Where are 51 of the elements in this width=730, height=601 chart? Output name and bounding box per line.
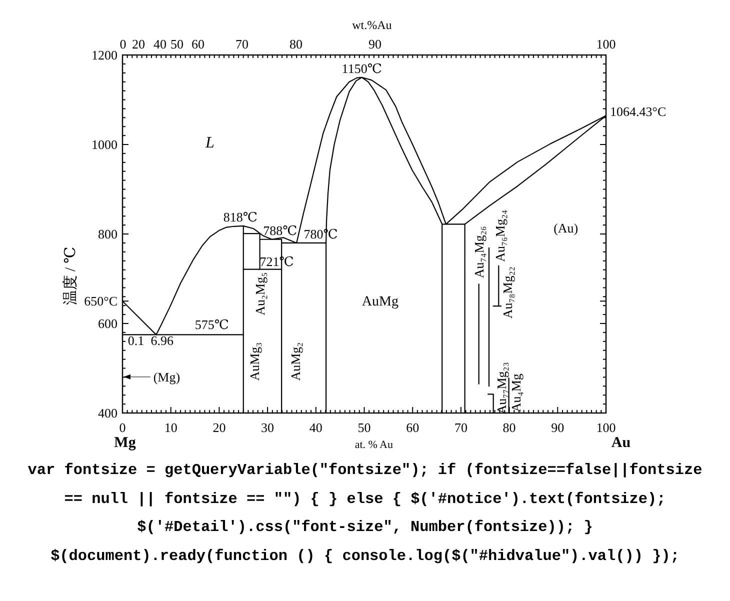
text: Mg: [114, 435, 136, 451]
annotation: AuMg₂: [288, 342, 304, 381]
annotation: 818℃: [223, 209, 258, 224]
text: Au: [611, 435, 631, 451]
y-tick-label: 800: [98, 226, 118, 242]
annotation: (Au): [554, 220, 578, 236]
annotation: L: [204, 134, 215, 152]
text: 100: [596, 36, 616, 52]
text: 40: [154, 36, 166, 52]
x-tick-label: 60: [406, 420, 420, 435]
x-tick-label: 0: [119, 420, 126, 435]
annotation: AuMg: [362, 294, 398, 310]
annotation: AuMg₃: [246, 342, 262, 381]
y-axis-title: 温度 / ℃: [63, 246, 79, 306]
annotation: Au₄Mg: [508, 373, 524, 412]
annotation: Au₇₄Mg₂₆: [471, 226, 486, 278]
y-tick-label: 650°C: [84, 294, 118, 309]
annotation: 788℃: [263, 222, 298, 238]
y-tick-label: 600: [98, 316, 118, 331]
x-tick-label: 40: [309, 420, 322, 435]
text: 50: [170, 36, 184, 52]
annotation: Au₇₇Mg₂₃: [494, 362, 509, 414]
annotation: Au₇₈Mg₂₂: [500, 266, 516, 319]
annotation: Au₇₆Mg₂₄: [492, 209, 508, 262]
annotation: 0.1: [128, 333, 144, 348]
text: 20: [132, 36, 145, 52]
annotation: 6.96: [150, 333, 174, 348]
text: 90: [368, 36, 382, 52]
y-tick-label: 400: [98, 406, 118, 420]
annotation: 1064.43°C: [610, 104, 666, 120]
x-tick-label: 30: [261, 420, 274, 435]
x-tick-label: 50: [358, 420, 371, 435]
x-tick-label: 10: [164, 420, 178, 435]
text: var fontsize = getQueryVariable("fontsize"); if (fontsize==false||fontsize == null || fontsize == "") { } else { $('#notice').text(fontsize); $('#Detail').css("font-size", Number(fontsize)); } $(document).ready(function () { console.log($("#hidvalue").val()) });: [26, 460, 704, 568]
text: 70: [236, 36, 248, 52]
annotation: 1150℃: [342, 60, 382, 76]
text: 80: [290, 36, 302, 52]
x-tick-label: 80: [502, 420, 516, 435]
text: 0: [120, 36, 126, 52]
annotation: 575℃: [194, 317, 229, 332]
y-tick-label: 1000: [92, 137, 118, 152]
x-tick-label: 20: [212, 420, 226, 435]
annotation: Au₂Mg₅: [252, 272, 268, 316]
text: 60: [192, 36, 204, 52]
x-tick-label: 90: [551, 420, 564, 435]
y-tick-label: 1200: [92, 48, 118, 62]
x-tick-label: 70: [454, 420, 468, 435]
annotation: (Mg): [153, 369, 180, 384]
x-axis-title: at. % Au: [354, 439, 394, 451]
x2-axis-title: wt.%Au: [352, 18, 392, 32]
x-tick-label: 100: [596, 420, 616, 435]
